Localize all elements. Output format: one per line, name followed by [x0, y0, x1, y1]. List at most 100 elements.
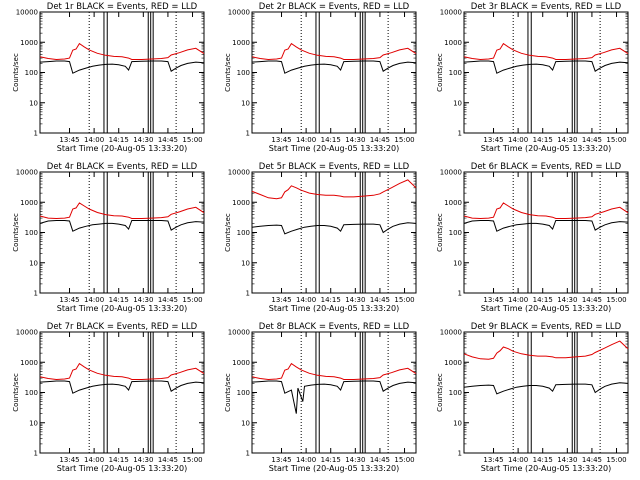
y-tick-label: 1 [458, 290, 462, 298]
panel-6: Det 6r BLACK = Events, RED = LLD 1 10 100 10… [436, 162, 629, 313]
y-tick-label: 1 [246, 130, 250, 138]
x-tick-label: 15:00 [606, 456, 626, 464]
x-tick-label: 13:45 [483, 456, 503, 464]
lld-series [463, 202, 629, 220]
x-tick-label: 14:00 [508, 456, 528, 464]
y-tick-label: 10 [453, 99, 462, 107]
y-tick-label: 1000 [444, 359, 462, 367]
panel-title: Det 6r BLACK = Events, RED = LLD [471, 162, 622, 172]
y-axis-label: Counts/sec [224, 213, 232, 252]
x-tick-label: 14:45 [158, 296, 178, 304]
plot-frame [463, 171, 629, 294]
x-tick-label: 14:45 [158, 136, 178, 144]
y-tick-label: 1 [246, 290, 250, 298]
y-tick-label: 10000 [16, 329, 38, 337]
panel-1: Det 1r BLACK = Events, RED = LLD 1 10 100 10… [12, 2, 205, 153]
x-tick-label: 14:00 [296, 456, 316, 464]
events-series [463, 382, 629, 395]
lld-series [463, 42, 629, 61]
x-tick-label: 15:00 [606, 296, 626, 304]
panel-title: Det 3r BLACK = Events, RED = LLD [471, 2, 622, 12]
y-tick-label: 100 [449, 69, 462, 77]
events-series [39, 60, 205, 74]
y-axis-label: Counts/sec [436, 213, 444, 252]
x-tick-label: 14:30 [557, 456, 577, 464]
y-tick-label: 10000 [440, 9, 462, 17]
y-tick-label: 10000 [16, 9, 38, 17]
y-tick-label: 1 [34, 130, 38, 138]
x-tick-label: 13:45 [59, 456, 79, 464]
y-tick-label: 1000 [232, 39, 250, 47]
events-series [251, 60, 417, 74]
y-tick-label: 1000 [232, 199, 250, 207]
x-tick-label: 13:45 [483, 136, 503, 144]
panel-2: Det 2r BLACK = Events, RED = LLD 1 10 100 10… [224, 2, 417, 153]
x-tick-label: 13:45 [59, 136, 79, 144]
y-axis-label: Counts/sec [12, 213, 20, 252]
x-tick-label: 14:15 [109, 136, 129, 144]
y-tick-label: 10000 [440, 169, 462, 177]
events-series [251, 222, 417, 235]
y-tick-label: 100 [237, 69, 250, 77]
y-tick-label: 1000 [444, 39, 462, 47]
x-tick-label: 14:00 [296, 296, 316, 304]
plot-frame [251, 171, 417, 294]
y-tick-label: 1 [458, 450, 462, 458]
plot-frame [39, 11, 205, 134]
y-tick-label: 10000 [440, 329, 462, 337]
lld-series [39, 42, 205, 61]
panel-title: Det 7r BLACK = Events, RED = LLD [47, 322, 198, 332]
y-axis-label: Counts/sec [12, 53, 20, 92]
y-tick-label: 1 [34, 450, 38, 458]
events-series [39, 380, 205, 394]
x-tick-label: 14:30 [133, 136, 153, 144]
y-tick-label: 10 [241, 99, 250, 107]
events-series [463, 60, 629, 74]
lld-series [39, 202, 205, 220]
y-tick-label: 1 [246, 450, 250, 458]
plot-frame [39, 171, 205, 294]
y-tick-label: 1000 [20, 39, 38, 47]
y-tick-label: 1000 [444, 199, 462, 207]
x-tick-label: 14:45 [582, 136, 602, 144]
y-tick-label: 1 [34, 290, 38, 298]
y-tick-label: 1000 [20, 359, 38, 367]
y-tick-label: 10 [29, 259, 38, 267]
x-tick-label: 13:45 [483, 296, 503, 304]
panel-9: Det 9r BLACK = Events, RED = LLD 1 10 100 10… [436, 322, 629, 473]
x-tick-label: 14:00 [84, 136, 104, 144]
x-tick-label: 15:00 [182, 456, 202, 464]
panel-title: Det 1r BLACK = Events, RED = LLD [47, 2, 198, 12]
x-tick-label: 14:45 [582, 296, 602, 304]
x-tick-label: 14:30 [133, 296, 153, 304]
panel-title: Det 4r BLACK = Events, RED = LLD [47, 162, 198, 172]
y-tick-label: 10 [241, 419, 250, 427]
plot-frame [463, 11, 629, 134]
x-tick-label: 13:45 [59, 296, 79, 304]
y-tick-label: 10 [453, 419, 462, 427]
panel-title: Det 5r BLACK = Events, RED = LLD [259, 162, 410, 172]
x-tick-label: 14:30 [557, 296, 577, 304]
x-tick-label: 14:00 [296, 136, 316, 144]
x-tick-label: 14:15 [321, 296, 341, 304]
x-axis-label: Start Time (20-Aug-05 13:33:20) [481, 144, 612, 153]
x-tick-label: 14:45 [370, 296, 390, 304]
x-tick-label: 13:45 [271, 136, 291, 144]
x-tick-label: 15:00 [606, 136, 626, 144]
x-tick-label: 14:15 [109, 296, 129, 304]
lld-series [251, 179, 417, 200]
x-tick-label: 14:00 [84, 456, 104, 464]
x-axis-label: Start Time (20-Aug-05 13:33:20) [269, 464, 400, 473]
panel-3: Det 3r BLACK = Events, RED = LLD 1 10 100 10… [436, 2, 629, 153]
x-tick-label: 14:45 [370, 456, 390, 464]
x-tick-label: 15:00 [182, 136, 202, 144]
x-tick-label: 15:00 [394, 136, 414, 144]
plot-frame [39, 331, 205, 454]
plot-frame [251, 331, 417, 454]
lld-series [463, 340, 629, 360]
panel-8: Det 8r BLACK = Events, RED = LLD 1 10 100 10… [224, 322, 417, 473]
x-axis-label: Start Time (20-Aug-05 13:33:20) [481, 304, 612, 313]
x-tick-label: 14:30 [345, 296, 365, 304]
x-tick-label: 14:15 [533, 296, 553, 304]
